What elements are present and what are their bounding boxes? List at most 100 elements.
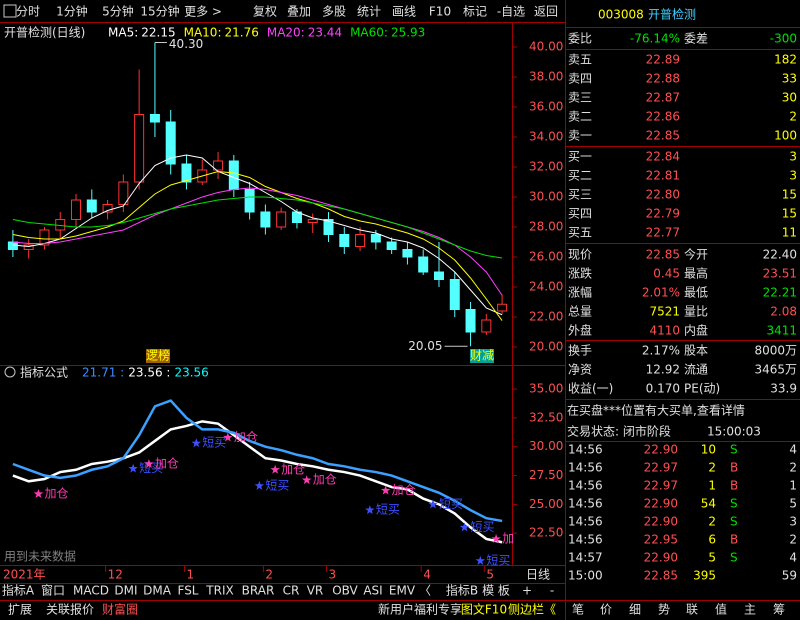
tick-time: 14:56 xyxy=(568,443,603,457)
book-price: 22.84 xyxy=(646,150,680,164)
toolbar-button[interactable]: -自选 xyxy=(497,5,525,19)
indicator-tab[interactable]: ASI xyxy=(363,584,382,598)
toolbar-button[interactable]: 统计 xyxy=(357,5,381,19)
readout: 23.56 : xyxy=(128,366,170,380)
candle-body xyxy=(497,303,508,312)
y-tick-label: 30.00 xyxy=(529,439,563,453)
tick-time: 14:56 xyxy=(568,515,603,529)
indicator-tab[interactable]: 〈 xyxy=(419,584,431,598)
bottom-tab[interactable]: 扩展 xyxy=(8,603,32,617)
book-price: 22.81 xyxy=(646,169,680,183)
bottom-tab[interactable]: 关联报价 xyxy=(46,602,94,617)
book-level: 买五 xyxy=(568,226,592,240)
book-price: 22.80 xyxy=(646,188,680,202)
side-tab[interactable]: 筹 xyxy=(773,603,785,617)
x-tick-label: 5 xyxy=(486,568,494,582)
ma-line xyxy=(12,154,503,316)
indicator-tab[interactable]: 指标B xyxy=(446,583,478,598)
tick-volume: 10 xyxy=(701,443,716,457)
toolbar-button[interactable]: 标记 xyxy=(463,5,487,19)
indicator-tab[interactable]: DMI xyxy=(114,584,137,598)
tick-volume: 6 xyxy=(708,533,716,547)
field-label: 涨跌 xyxy=(568,266,592,281)
bottom-link[interactable]: 侧边栏《 xyxy=(508,602,556,617)
candle-body xyxy=(418,256,429,273)
indicator-tab[interactable]: - xyxy=(550,584,554,598)
indicator-line xyxy=(12,399,503,523)
x-tick-label: 4 xyxy=(423,568,431,582)
chart-title: 开普检测(日线) xyxy=(4,25,85,40)
side-tab[interactable]: 主 xyxy=(744,603,756,617)
field-label: 委比 xyxy=(568,32,592,46)
signal-label: 短买 xyxy=(202,436,226,450)
indicator-tab[interactable]: MACD xyxy=(73,584,109,598)
field-label: 最低 xyxy=(684,286,708,300)
indicator-tab[interactable]: FSL xyxy=(178,584,199,598)
signal-label: 短买 xyxy=(471,520,495,534)
toolbar-button[interactable]: 返回 xyxy=(534,5,558,19)
tick-side: S xyxy=(730,497,738,511)
signal-marker xyxy=(144,459,154,469)
signal-marker xyxy=(459,522,470,532)
indicator-tab[interactable]: BRAR xyxy=(242,584,275,598)
indicator-tab[interactable]: 窗口 xyxy=(41,584,65,598)
ma-line xyxy=(12,187,503,296)
tick-side: B xyxy=(730,479,738,493)
side-tab[interactable]: 联 xyxy=(686,603,698,617)
field-label: PE(动) xyxy=(684,382,720,396)
candle-body xyxy=(102,204,113,213)
book-volume: 15 xyxy=(782,207,797,221)
tick-count: 4 xyxy=(789,443,797,457)
y-tick-label: 28.00 xyxy=(529,220,563,234)
toolbar-tab[interactable]: 15分钟 xyxy=(140,4,179,19)
indicator-tab[interactable]: CR xyxy=(283,584,300,598)
bottom-link[interactable]: 图文F10 xyxy=(461,602,507,617)
y-tick-label: 38.00 xyxy=(529,70,563,84)
candle-body xyxy=(228,160,239,190)
toolbar-tab[interactable]: 1分钟 xyxy=(56,4,88,19)
bottom-link[interactable]: 新用户福利专享 xyxy=(378,602,462,617)
side-tab[interactable]: 势 xyxy=(658,603,670,617)
tick-price: 22.97 xyxy=(644,479,678,493)
book-volume: 2 xyxy=(789,110,797,124)
candle-body xyxy=(149,114,160,123)
indicator-tab[interactable]: EMV xyxy=(389,584,416,598)
toolbar-button[interactable]: 叠加 xyxy=(287,5,311,19)
toolbar-button[interactable]: 复权 xyxy=(253,5,277,19)
field-value: 22.40 xyxy=(763,248,797,262)
field-label: 总量 xyxy=(568,305,592,319)
book-volume: 11 xyxy=(782,226,797,240)
notice[interactable]: 在买盘***位置有大买单,查看详情 xyxy=(567,403,745,418)
field-label: 净资 xyxy=(568,363,592,377)
toolbar-tab[interactable]: 分时 xyxy=(16,5,40,19)
field-value: 2.08 xyxy=(770,305,797,319)
side-tab[interactable]: 细 xyxy=(629,603,641,617)
signal-marker xyxy=(491,533,501,543)
legend-value: 23.44 xyxy=(308,26,342,40)
side-tab[interactable]: 价 xyxy=(600,603,612,617)
tick-count: 5 xyxy=(789,497,797,511)
y-tick-label: 26.00 xyxy=(529,250,563,264)
side-tab[interactable]: 笔 xyxy=(572,602,584,617)
toolbar-button[interactable]: 画线 xyxy=(392,5,416,19)
toolbar-button[interactable]: F10 xyxy=(429,5,451,19)
side-tab[interactable]: 值 xyxy=(715,602,727,617)
indicator-tab[interactable]: DMA xyxy=(143,584,172,598)
candle-body xyxy=(244,189,255,213)
indicator-tab[interactable]: 指标A xyxy=(2,583,35,598)
indicator-tab[interactable]: 模 板 xyxy=(482,584,510,598)
toolbar-tab[interactable]: 更多 > xyxy=(184,5,222,19)
indicator-tab[interactable]: VR xyxy=(307,584,324,598)
indicator-tab[interactable]: + xyxy=(522,584,532,598)
tick-volume: 2 xyxy=(708,461,716,475)
indicator-tab[interactable]: OBV xyxy=(332,584,358,598)
menu-icon[interactable] xyxy=(3,4,17,18)
field-value: 8000万 xyxy=(754,344,797,358)
y-tick-label: 30.00 xyxy=(529,190,563,204)
toolbar-tab[interactable]: 5分钟 xyxy=(102,4,134,19)
signal-label: 加仓 xyxy=(234,430,258,444)
y-tick-label: 24.00 xyxy=(529,280,563,294)
bottom-tab[interactable]: 财富圈 xyxy=(102,602,138,617)
indicator-tab[interactable]: TRIX xyxy=(205,584,233,598)
toolbar-button[interactable]: 多股 xyxy=(322,5,346,19)
